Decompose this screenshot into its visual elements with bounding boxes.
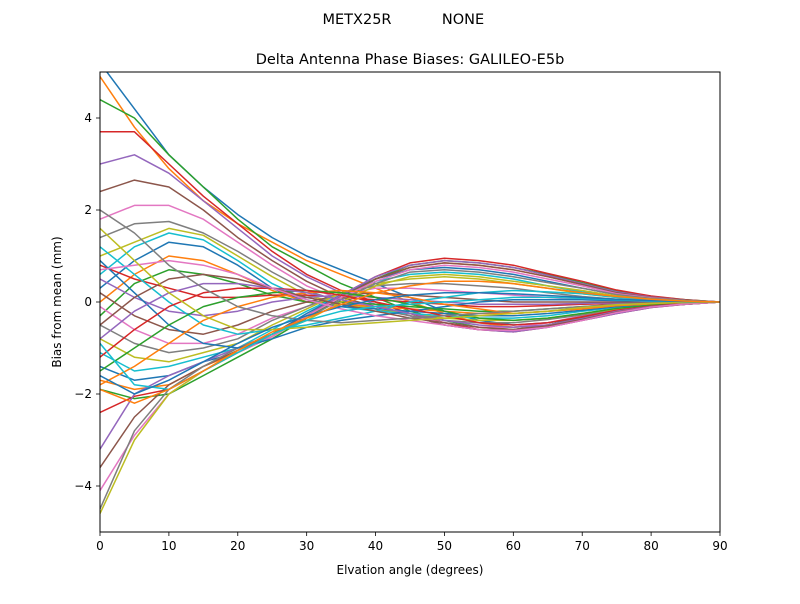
suptitle-left: METX25R <box>323 12 392 28</box>
series-line-32 <box>100 289 720 386</box>
y-tick-label: 0 <box>84 295 92 309</box>
series-line-42 <box>100 280 720 404</box>
x-tick-label: 20 <box>230 539 245 553</box>
y-tick-label: −4 <box>74 479 92 493</box>
x-tick-label: 10 <box>161 539 176 553</box>
x-tick-label: 90 <box>712 539 727 553</box>
series-line-30 <box>100 246 720 335</box>
series-line-35 <box>100 282 720 340</box>
y-tick-label: −2 <box>74 387 92 401</box>
chart-title: Delta Antenna Phase Biases: GALILEO-E5b <box>256 52 565 68</box>
x-tick-label: 30 <box>299 539 314 553</box>
x-axis: 0 10 20 30 40 50 60 70 80 90 <box>96 532 728 553</box>
y-axis: −4 −2 0 2 4 <box>74 111 100 493</box>
y-tick-label: 4 <box>84 111 92 125</box>
series-line-28 <box>100 269 720 510</box>
series-line-31 <box>100 260 720 349</box>
y-axis-label: Bias from mean (mm) <box>50 236 64 367</box>
series-line-39 <box>100 227 720 331</box>
x-tick-label: 70 <box>575 539 590 553</box>
x-tick-label: 60 <box>506 539 521 553</box>
x-tick-label: 50 <box>437 539 452 553</box>
series-line-41 <box>100 292 720 395</box>
series-line-34 <box>100 287 720 358</box>
series-group <box>100 72 720 514</box>
x-axis-label: Elvation angle (degrees) <box>337 563 484 577</box>
suptitle-right: NONE <box>442 12 484 28</box>
x-tick-label: 40 <box>368 539 383 553</box>
x-tick-label: 0 <box>96 539 104 553</box>
x-tick-label: 80 <box>643 539 658 553</box>
y-tick-label: 2 <box>84 203 92 217</box>
